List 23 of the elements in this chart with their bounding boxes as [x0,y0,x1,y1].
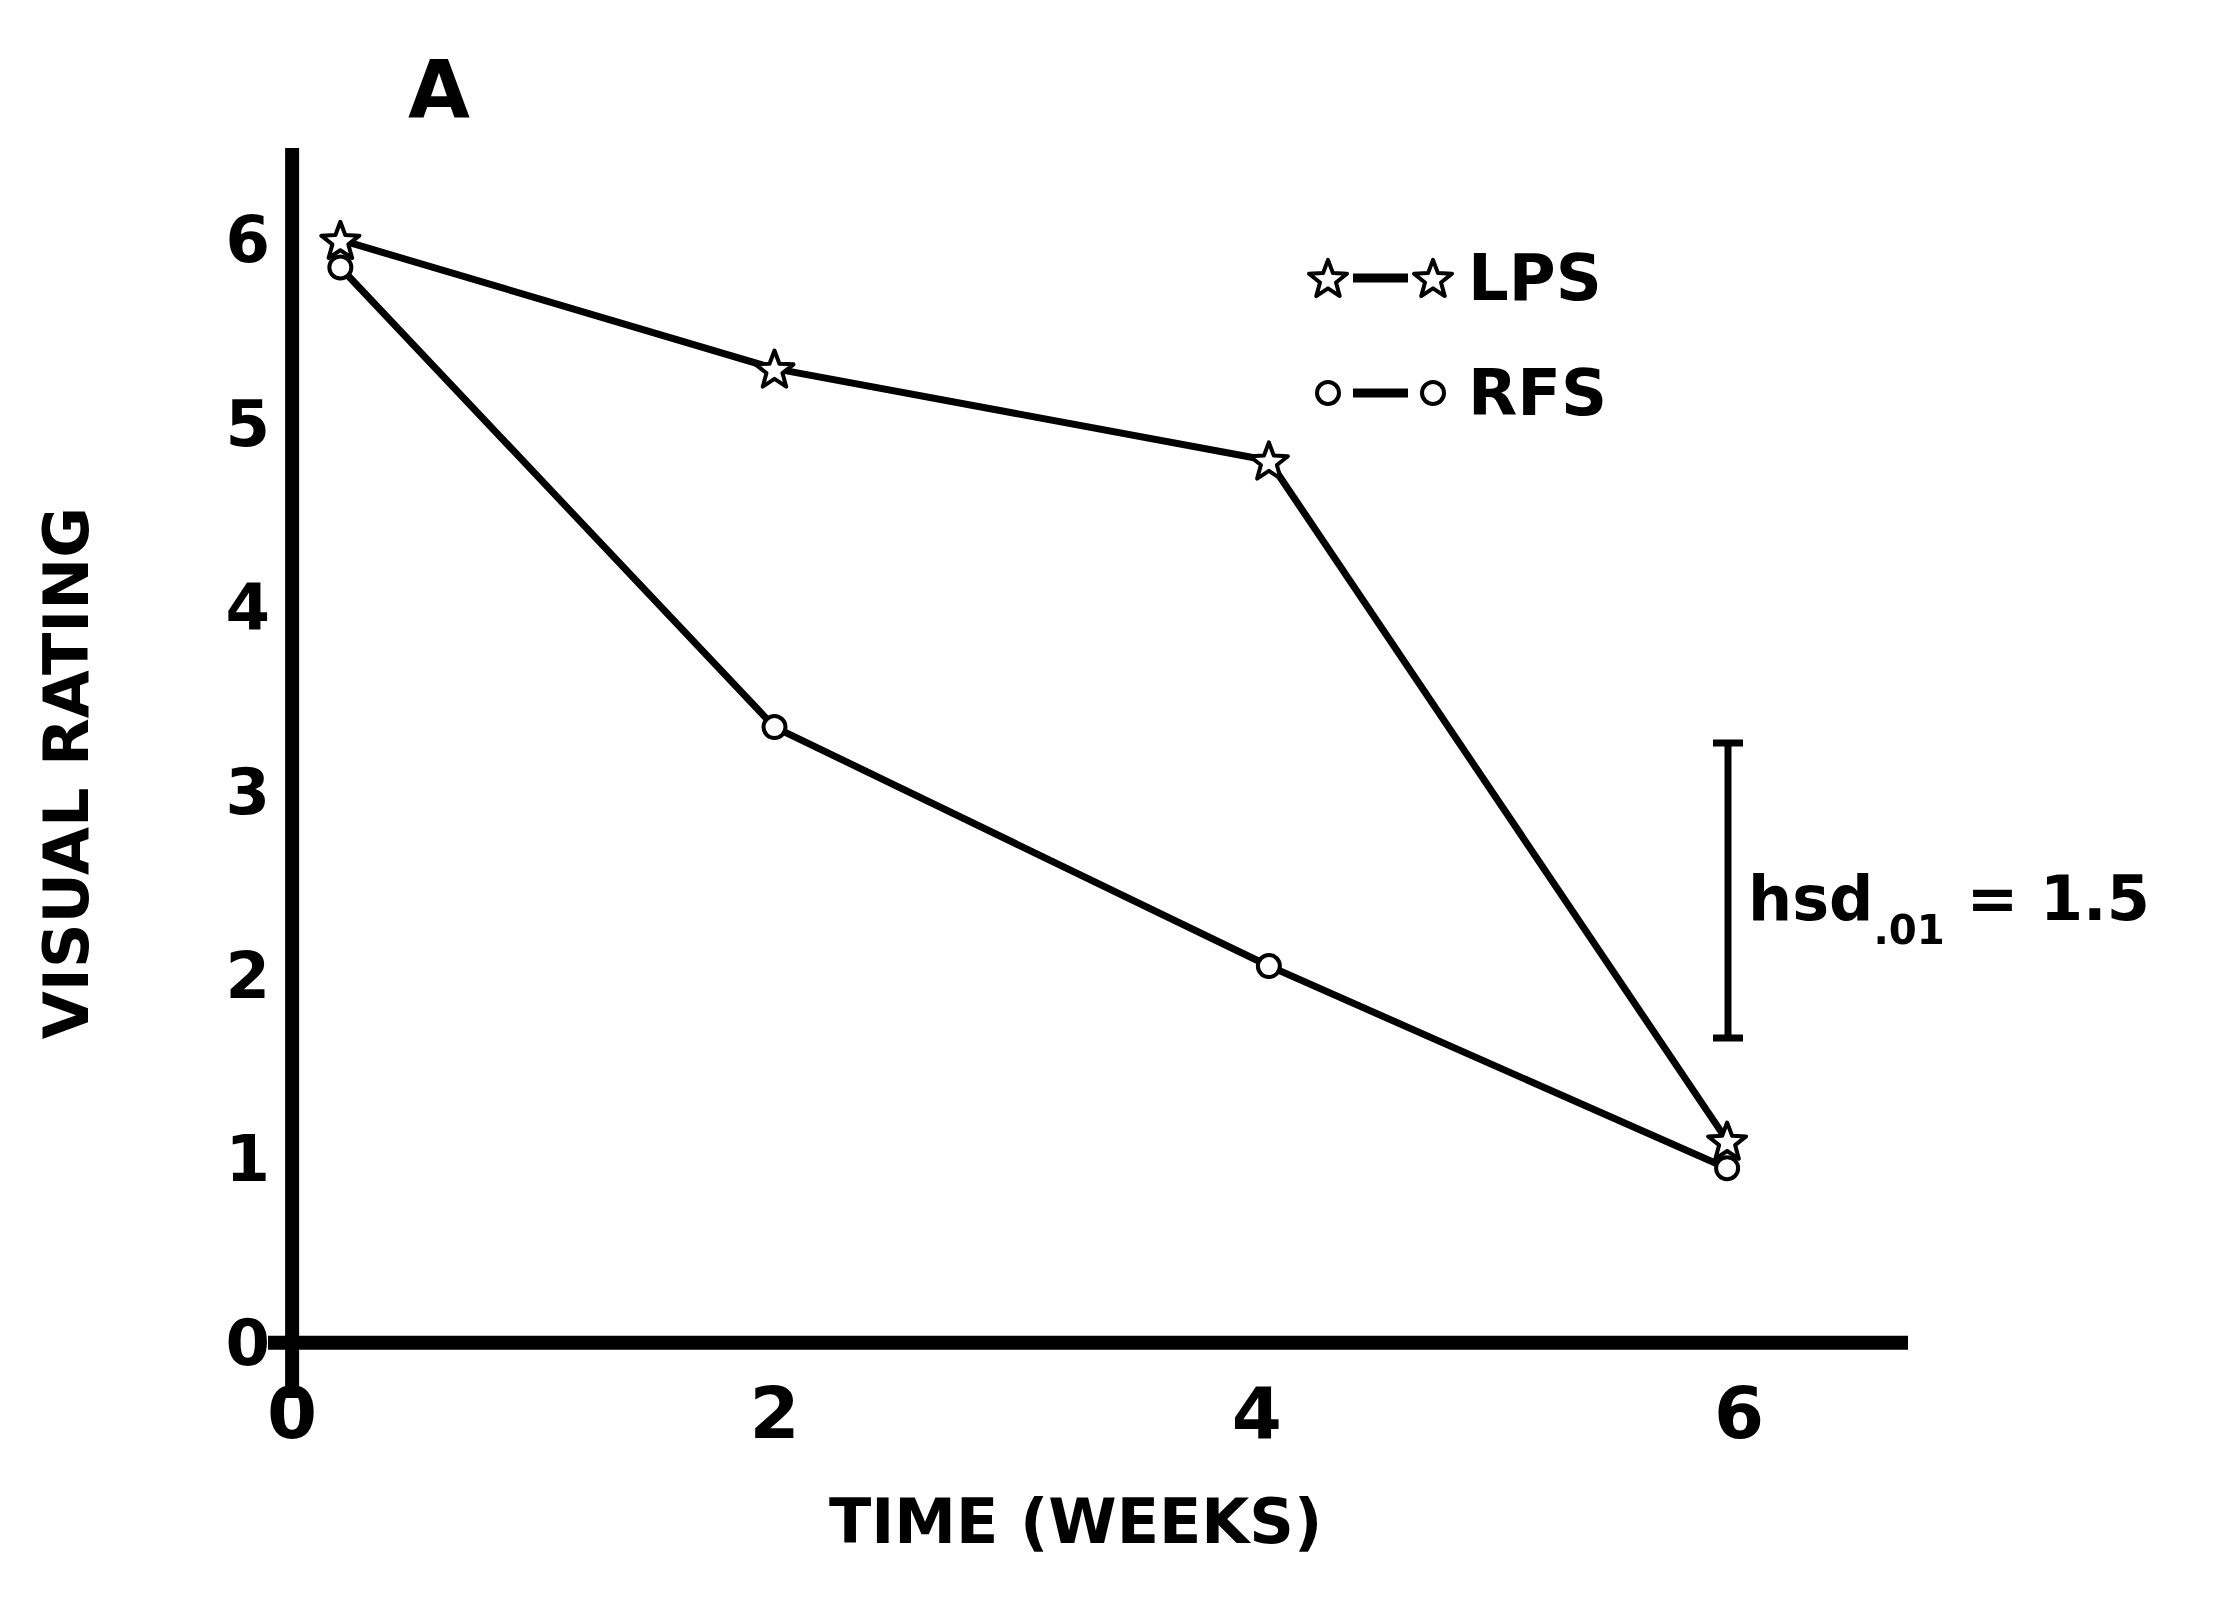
point [1714,1155,1741,1182]
y-tick-label: 0 [225,1306,271,1381]
y-tick-label: 1 [225,1122,271,1197]
y-tick-label: 3 [225,754,271,829]
annotation: hsd$_{.01}$ = 1.5 [1748,862,2150,954]
point [1706,1120,1749,1161]
point [319,219,362,260]
point [327,254,354,281]
y-tick-label: 6 [225,203,271,278]
x-tick-label: 6 [1714,1370,1765,1455]
legend-label: RFS [1468,356,1608,431]
y-tick-label: 4 [225,570,271,645]
y-axis-title: VISUAL RATING [30,506,103,1040]
legend-label: LPS [1468,241,1602,316]
chart-title: A [408,44,470,137]
x-tick-label: 2 [749,1370,800,1455]
x-axis-title: TIME (WEEKS) [828,1484,1323,1558]
point [1255,953,1282,980]
y-tick-label: 5 [225,387,271,462]
point [761,714,788,741]
y-tick-label: 2 [225,938,271,1013]
x-tick-label: 4 [1231,1370,1282,1455]
point [753,348,796,389]
